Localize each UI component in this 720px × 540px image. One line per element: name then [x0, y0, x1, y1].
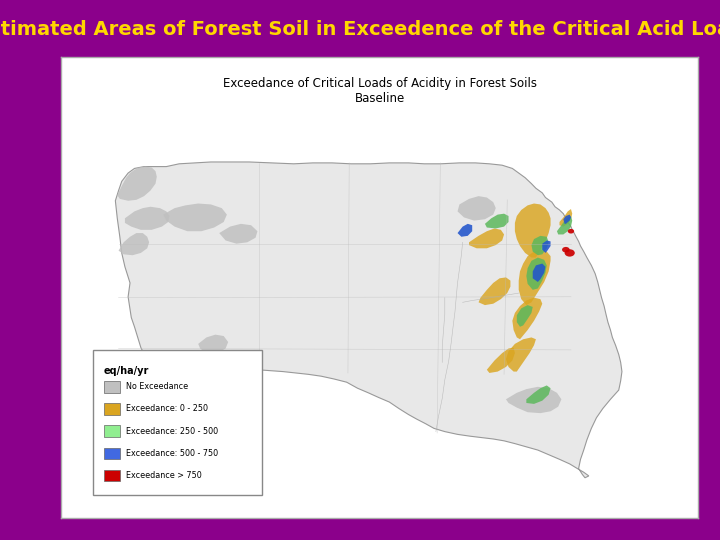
Text: No Exceedance: No Exceedance: [126, 382, 189, 392]
Bar: [104, 403, 120, 415]
Polygon shape: [163, 204, 227, 231]
Polygon shape: [219, 224, 258, 244]
Polygon shape: [513, 298, 542, 339]
Polygon shape: [542, 240, 551, 253]
Text: Estimated Areas of Forest Soil in Exceedence of the Critical Acid Load: Estimated Areas of Forest Soil in Exceed…: [0, 20, 720, 39]
Text: Exceedance of Critical Loads of Acidity in Forest Soils
Baseline: Exceedance of Critical Loads of Acidity …: [222, 77, 537, 105]
Circle shape: [564, 249, 575, 256]
Polygon shape: [485, 214, 508, 228]
Circle shape: [562, 247, 570, 253]
Polygon shape: [506, 338, 536, 372]
Polygon shape: [563, 214, 571, 224]
Polygon shape: [198, 335, 228, 353]
Polygon shape: [557, 216, 572, 234]
Polygon shape: [526, 258, 546, 290]
Polygon shape: [559, 209, 572, 227]
Circle shape: [568, 229, 574, 233]
Bar: [104, 426, 120, 437]
Text: Exceedance > 750: Exceedance > 750: [126, 471, 202, 480]
Bar: [104, 448, 120, 459]
Polygon shape: [469, 228, 504, 248]
Polygon shape: [125, 207, 169, 230]
Polygon shape: [117, 166, 157, 201]
Polygon shape: [457, 196, 496, 221]
Bar: [104, 470, 120, 481]
Polygon shape: [487, 348, 515, 373]
Polygon shape: [457, 224, 472, 237]
Polygon shape: [526, 386, 551, 404]
Polygon shape: [531, 236, 549, 255]
Text: Exceedance: 0 - 250: Exceedance: 0 - 250: [126, 404, 208, 414]
Polygon shape: [517, 305, 533, 327]
Bar: [104, 381, 120, 393]
Polygon shape: [515, 204, 551, 258]
Text: Exceedance: 250 - 500: Exceedance: 250 - 500: [126, 427, 218, 436]
Text: Exceedance: 500 - 750: Exceedance: 500 - 750: [126, 449, 218, 458]
Polygon shape: [518, 249, 551, 305]
Polygon shape: [506, 387, 562, 413]
FancyBboxPatch shape: [93, 350, 262, 495]
Polygon shape: [115, 162, 622, 478]
Polygon shape: [479, 278, 510, 305]
Polygon shape: [533, 264, 546, 282]
Text: eq/ha/yr: eq/ha/yr: [104, 366, 149, 376]
Polygon shape: [119, 233, 149, 255]
